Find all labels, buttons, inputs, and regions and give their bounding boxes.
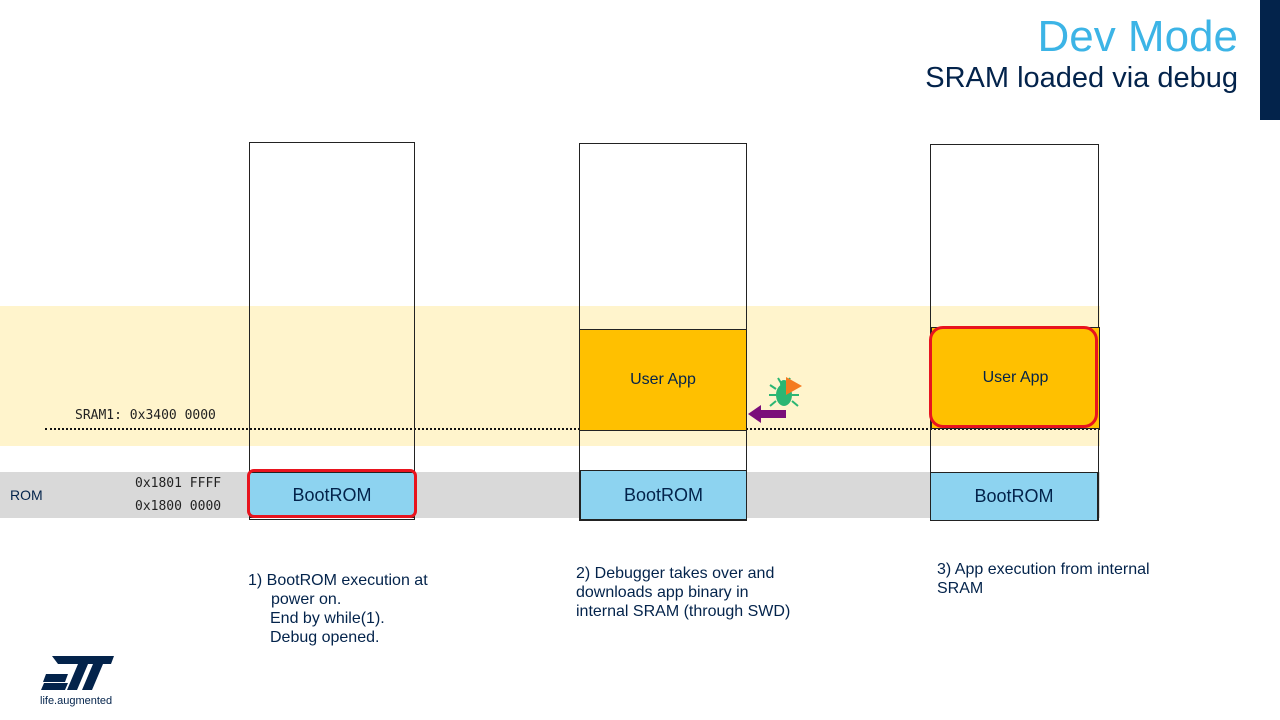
highlight-userapp-3: [929, 326, 1098, 428]
caption-line: SRAM: [937, 580, 984, 597]
bootrom-block-2: BootROM: [580, 470, 747, 520]
caption-line: Debug opened.: [270, 629, 380, 646]
page-subtitle: SRAM loaded via debug: [925, 62, 1238, 94]
caption-line: 3) App execution from internal: [937, 561, 1150, 578]
play-icon: [786, 377, 802, 395]
sram-base-line: [45, 428, 1100, 430]
page-title: Dev Mode: [1037, 12, 1238, 61]
logo-tagline: life.augmented: [40, 695, 113, 707]
userapp-block-3: User App: [931, 327, 1100, 429]
caption-line: End by while(1).: [270, 610, 385, 627]
userapp-block-2: User App: [579, 329, 747, 431]
rom-start-address: 0x1800 0000: [135, 499, 222, 514]
userapp-label: User App: [982, 369, 1049, 386]
caption-line: 1) BootROM execution at: [248, 572, 428, 589]
step2-caption: 2) Debugger takes over and downloads app…: [576, 564, 790, 621]
highlight-bootrom-1: [247, 469, 417, 518]
userapp-label: User App: [630, 371, 696, 388]
caption-line: downloads app binary in: [576, 584, 749, 601]
left-arrow-icon: [748, 405, 786, 423]
bootrom-label: BootROM: [292, 484, 372, 505]
bootrom-block-3: BootROM: [930, 472, 1098, 521]
bootrom-label: BootROM: [974, 486, 1054, 506]
rom-label: ROM: [10, 487, 43, 503]
caption-line: power on.: [271, 591, 342, 608]
bootrom-label: BootROM: [623, 484, 704, 505]
memory-column-1: [249, 142, 415, 520]
sram-region-band: [0, 306, 1100, 446]
corner-accent-bar: [1260, 0, 1280, 120]
caption-line: internal SRAM (through SWD): [576, 603, 791, 620]
sram-address-label: SRAM1: 0x3400 0000: [75, 408, 216, 423]
caption-line: 2) Debugger takes over and: [576, 565, 775, 582]
rom-end-address: 0x1801 FFFF: [135, 476, 222, 491]
step1-caption: 1) BootROM execution at power on. End by…: [248, 571, 428, 647]
rom-region-band: [0, 472, 1100, 518]
st-logo-icon: [41, 656, 114, 690]
step3-caption: 3) App execution from internal SRAM: [937, 560, 1150, 598]
